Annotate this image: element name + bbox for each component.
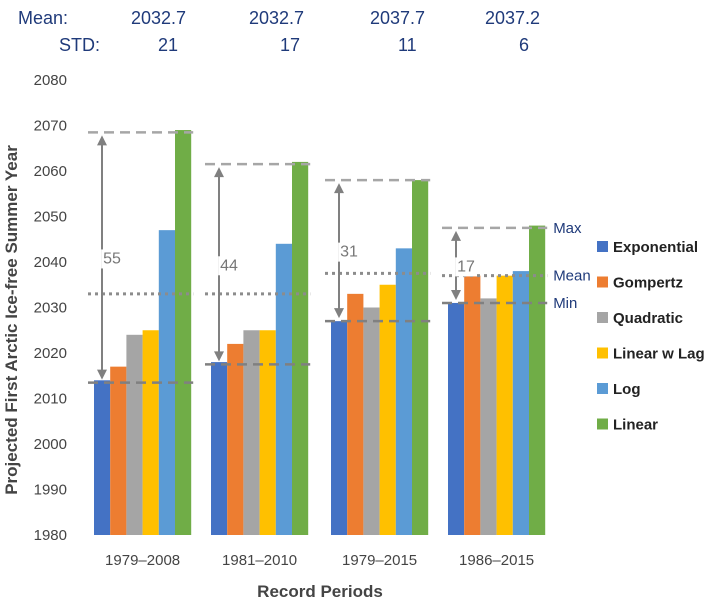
- bar: [259, 330, 276, 535]
- x-tick-label: 1981–2010: [222, 552, 297, 569]
- mean-value-4: 2037.2: [485, 8, 540, 28]
- legend-label: Log: [613, 381, 641, 398]
- range-arrow-head-down: [334, 308, 344, 319]
- bar: [126, 334, 143, 535]
- bar: [292, 161, 309, 535]
- mean-value-2: 2032.7: [249, 8, 304, 28]
- bar: [347, 293, 364, 535]
- y-tick-label: 2010: [34, 391, 67, 408]
- bar: [379, 284, 396, 535]
- y-axis-ticks: 1980 1990 2000 2010 2020 2030 2040 2050 2060 2070…: [34, 72, 67, 544]
- bar: [464, 275, 481, 535]
- y-tick-label: 1980: [34, 527, 67, 544]
- y-tick-label: 2030: [34, 300, 67, 317]
- x-axis-title: Record Periods: [257, 582, 383, 601]
- legend-label: Exponential: [613, 239, 698, 256]
- legend-label: Gompertz: [613, 275, 683, 292]
- y-tick-label: 2080: [34, 72, 67, 89]
- legend-swatch: [597, 418, 608, 430]
- bar: [158, 230, 175, 535]
- range-gap-label: 44: [220, 257, 238, 274]
- min-reference-label: Min: [553, 295, 577, 312]
- bar: [211, 362, 228, 535]
- legend-label: Linear: [613, 417, 658, 434]
- bar: [512, 271, 529, 535]
- reference-lines: 55 44 31 17 Max Mean Min: [88, 131, 591, 384]
- bar: [110, 366, 127, 535]
- range-arrow-head-up: [451, 230, 461, 241]
- bar: [275, 243, 292, 536]
- range-gap-label: 55: [103, 250, 121, 267]
- bar: [480, 298, 497, 535]
- std-value-3: 11: [398, 35, 417, 55]
- y-tick-label: 1990: [34, 482, 67, 499]
- bar: [395, 248, 412, 535]
- bar: [529, 225, 546, 535]
- range-gap-label-background: [455, 257, 477, 277]
- mean-reference-label: Mean: [553, 268, 591, 285]
- mean-row-label: Mean:: [18, 8, 68, 28]
- bar: [142, 330, 159, 535]
- bar: [175, 130, 192, 536]
- bar: [496, 275, 513, 535]
- bar: [412, 180, 429, 535]
- range-arrow-head-up: [214, 167, 224, 178]
- y-axis-title: Projected First Arctic Ice-free Summer Y…: [2, 145, 21, 495]
- y-tick-label: 2060: [34, 163, 67, 180]
- bar: [227, 343, 244, 535]
- range-arrow-head-up: [334, 183, 344, 194]
- x-tick-label: 1986–2015: [459, 552, 534, 569]
- legend-swatch: [597, 312, 608, 323]
- y-tick-label: 2070: [34, 118, 67, 135]
- y-tick-label: 2050: [34, 209, 67, 226]
- std-value-4: 6: [519, 35, 529, 55]
- y-tick-label: 2020: [34, 345, 67, 362]
- range-gap-label-background: [218, 256, 240, 276]
- legend-swatch: [597, 383, 608, 394]
- bar: [363, 307, 380, 535]
- legend-swatch: [597, 347, 608, 359]
- range-arrow-head-down: [451, 289, 461, 300]
- range-gap-label: 17: [457, 258, 475, 275]
- y-tick-label: 2000: [34, 436, 67, 453]
- x-tick-label: 1979–2008: [105, 552, 180, 569]
- range-arrow-head-down: [97, 369, 107, 380]
- bar: [94, 380, 111, 535]
- range-gap-label-background: [101, 249, 123, 269]
- std-value-2: 17: [280, 35, 300, 55]
- range-arrow-head-down: [214, 351, 224, 362]
- range-gap-label: 31: [340, 244, 358, 261]
- legend-swatch: [597, 241, 608, 252]
- bars: [94, 130, 546, 536]
- std-row-label: STD:: [59, 35, 100, 55]
- x-tick-label: 1979–2015: [342, 552, 417, 569]
- stats-header: Mean: STD: 2032.7 2032.7 2037.7 2037.2 2…: [18, 8, 540, 55]
- legend-label: Quadratic: [613, 310, 683, 327]
- mean-value-3: 2037.7: [370, 8, 425, 28]
- bar: [448, 302, 465, 535]
- bar: [331, 321, 348, 535]
- legend-label: Linear w Lag: [613, 346, 705, 363]
- legend: Exponential Gompertz Quadratic Linear w Lag…: [597, 239, 705, 434]
- y-tick-label: 2040: [34, 254, 67, 271]
- x-axis-ticks: 1979–2008 1981–2010 1979–2015 1986–2015: [105, 552, 534, 569]
- max-reference-label: Max: [553, 220, 582, 237]
- range-gap-label-background: [338, 242, 360, 262]
- bar: [243, 330, 260, 535]
- mean-value-1: 2032.7: [131, 8, 186, 28]
- legend-swatch: [597, 276, 608, 288]
- std-value-1: 21: [158, 35, 178, 55]
- range-arrow-head-up: [97, 135, 107, 146]
